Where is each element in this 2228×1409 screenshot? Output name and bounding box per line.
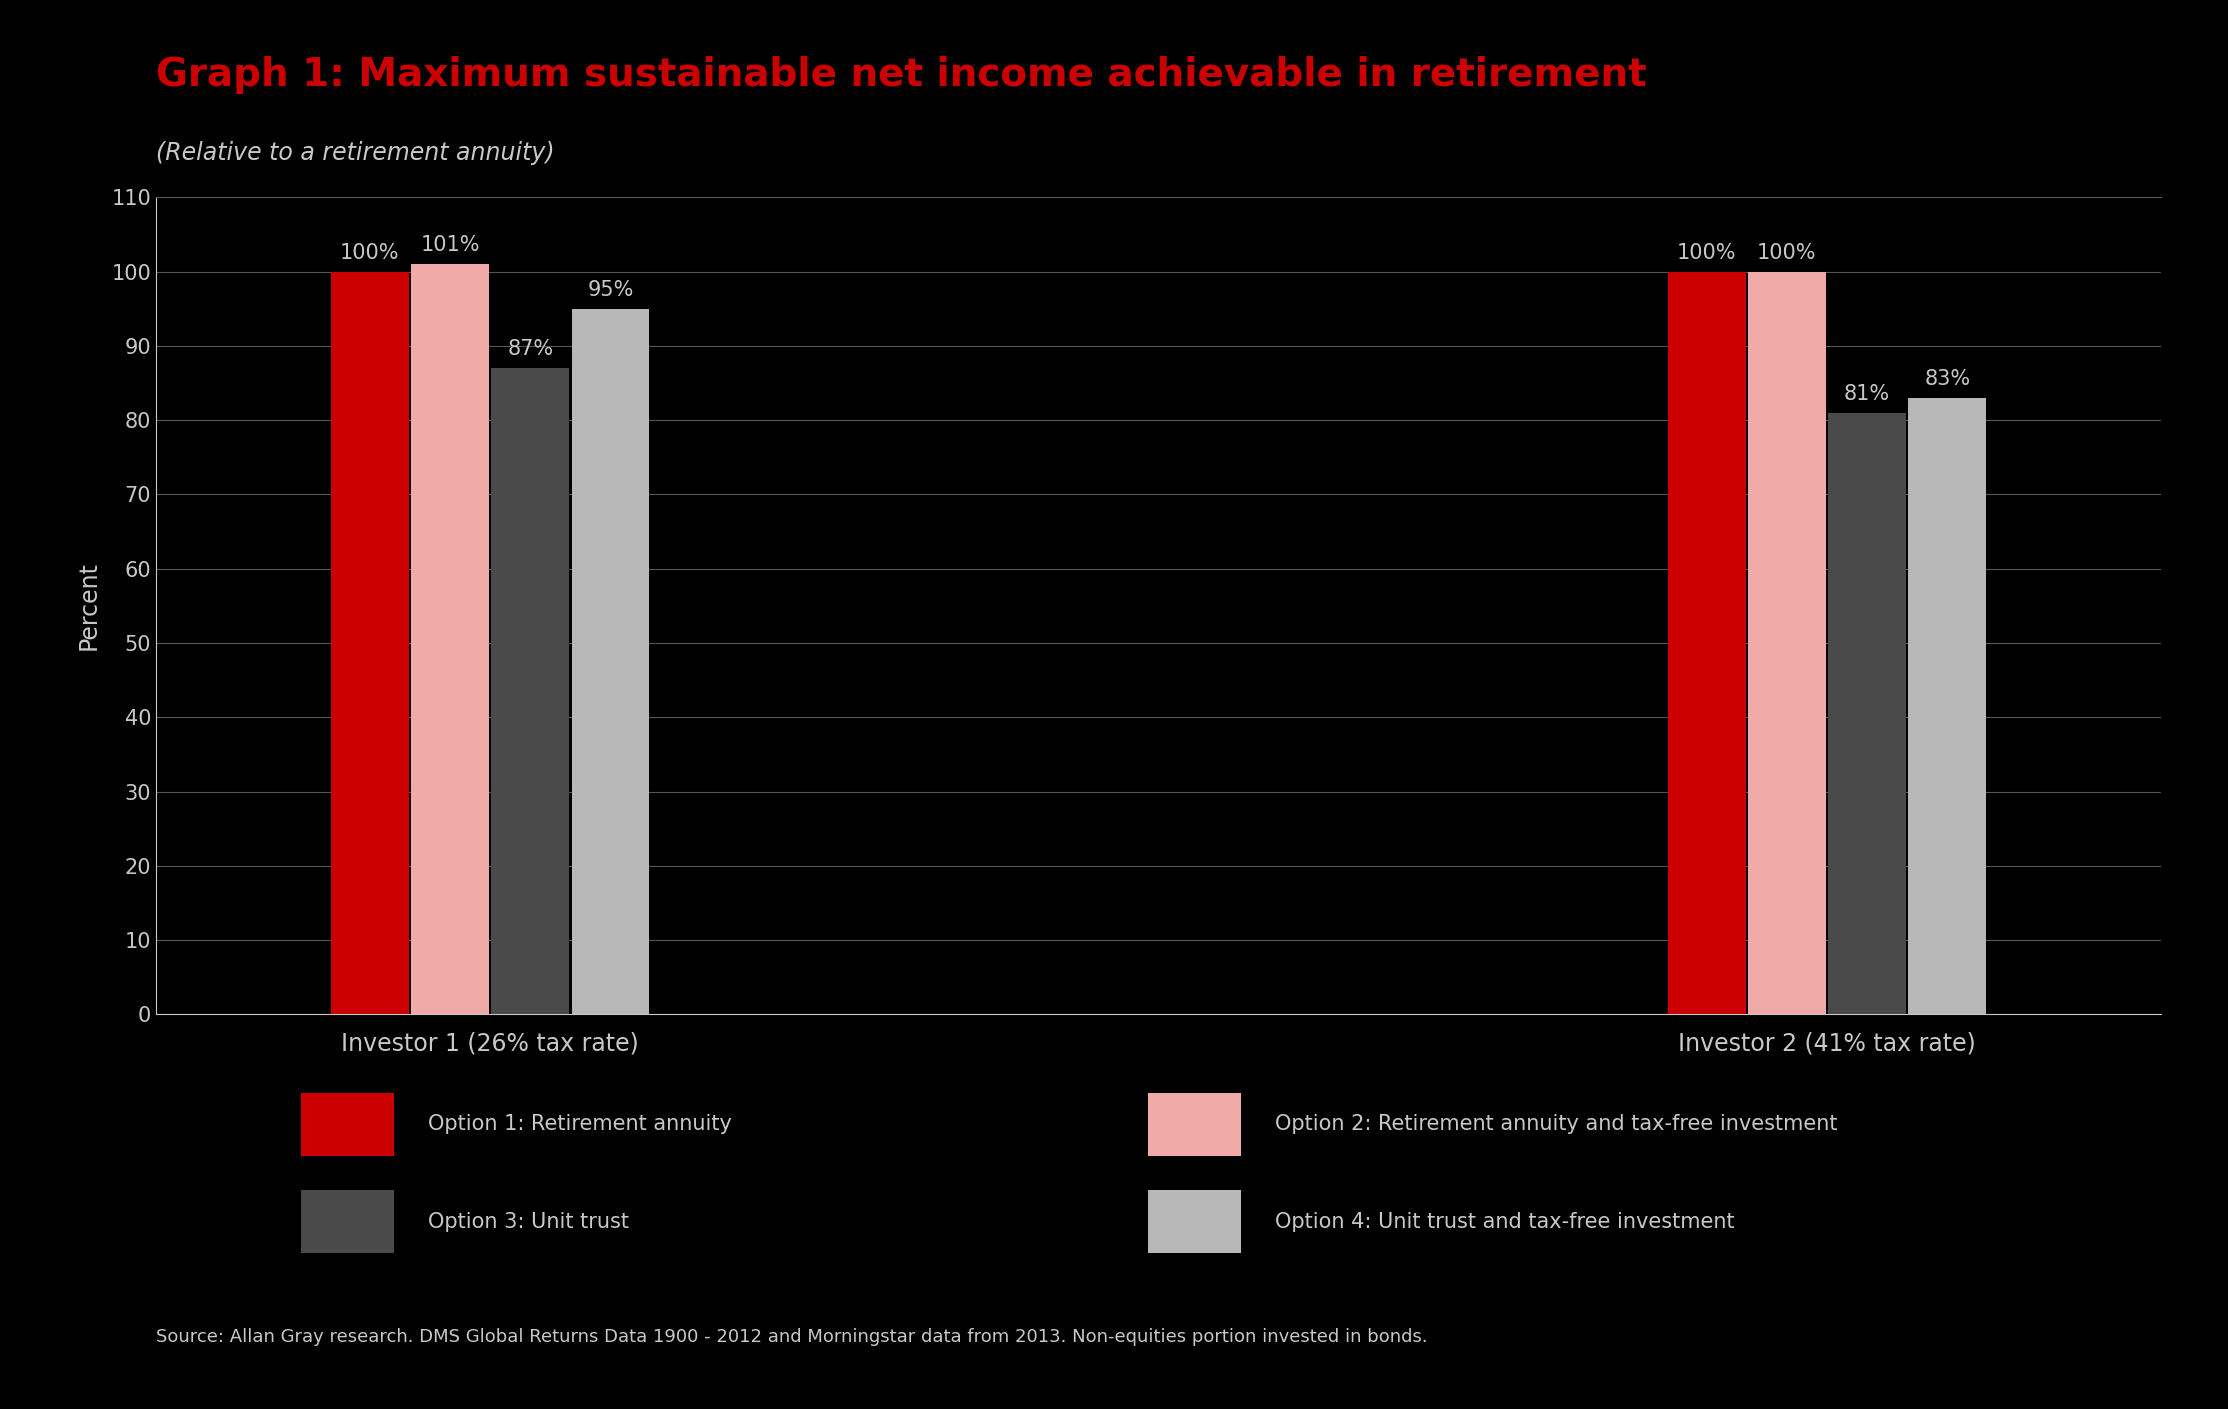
Bar [573,309,648,1014]
Text: 100%: 100% [1678,242,1736,262]
Text: Option 1: Retirement annuity: Option 1: Retirement annuity [428,1115,733,1134]
Text: Option 3: Unit trust: Option 3: Unit trust [428,1212,628,1231]
Text: Graph 1: Maximum sustainable net income achievable in retirement: Graph 1: Maximum sustainable net income … [156,56,1646,94]
Text: Source: Allan Gray research. DMS Global Returns Data 1900 - 2012 and Morningstar: Source: Allan Gray research. DMS Global … [156,1327,1428,1346]
Bar [332,272,408,1014]
Bar [1909,397,1985,1014]
Text: 100%: 100% [341,242,399,262]
Bar [1749,272,1825,1014]
Bar [412,263,488,1014]
Y-axis label: Percent: Percent [76,561,100,651]
Text: 83%: 83% [1925,369,1970,389]
Text: Option 4: Unit trust and tax-free investment: Option 4: Unit trust and tax-free invest… [1274,1212,1733,1231]
Text: 95%: 95% [588,280,633,300]
FancyBboxPatch shape [1147,1093,1241,1155]
Text: 101%: 101% [421,235,479,255]
FancyBboxPatch shape [301,1189,394,1254]
Text: 81%: 81% [1845,383,1889,404]
Text: Option 2: Retirement annuity and tax-free investment: Option 2: Retirement annuity and tax-fre… [1274,1115,1838,1134]
Text: 100%: 100% [1758,242,1816,262]
Bar [1829,413,1905,1014]
Text: 87%: 87% [508,340,553,359]
Bar [492,368,568,1014]
FancyBboxPatch shape [301,1093,394,1155]
Bar [1669,272,1745,1014]
FancyBboxPatch shape [1147,1189,1241,1254]
Text: (Relative to a retirement annuity): (Relative to a retirement annuity) [156,141,555,165]
